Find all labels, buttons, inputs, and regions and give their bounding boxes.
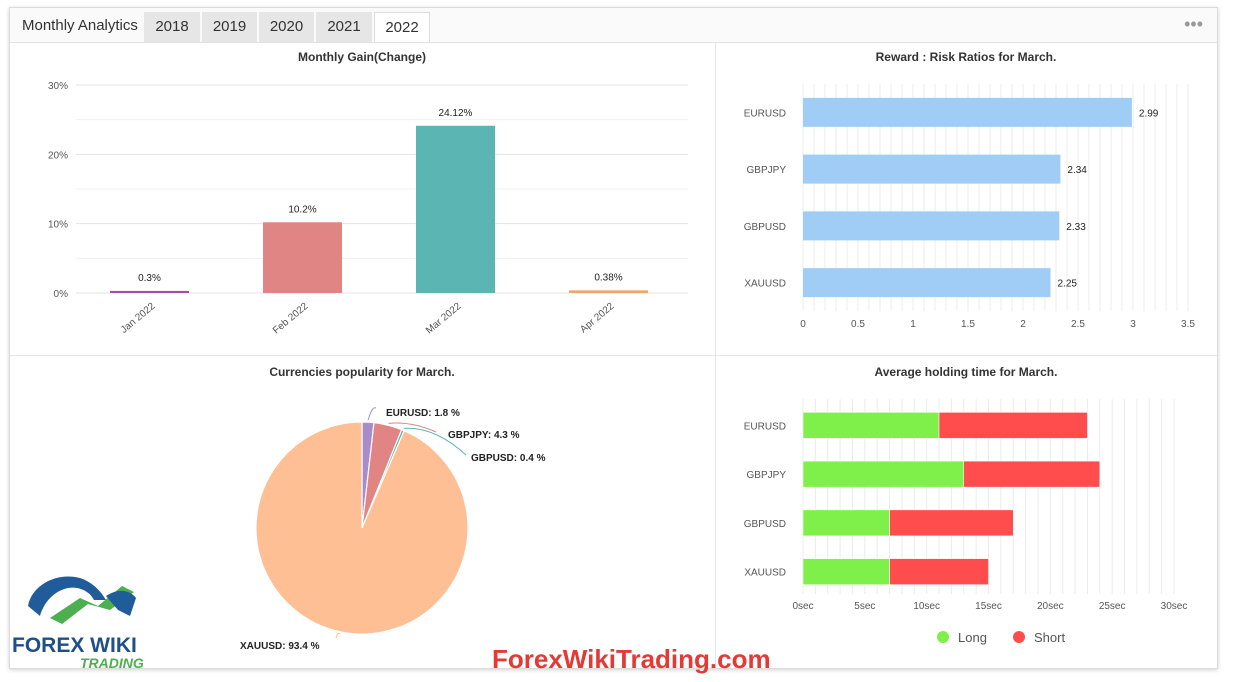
pie-slice-label: GBPUSD: 0.4 % — [471, 453, 546, 464]
panel-header: Monthly Analytics 2018 2019 2020 2021 20… — [10, 8, 1217, 43]
rr-bar — [803, 268, 1051, 298]
hold-bar-segment — [889, 558, 989, 585]
rr-xtick-label: 0.5 — [851, 319, 865, 330]
tab-2020[interactable]: 2020 — [259, 12, 314, 42]
rr-bar — [803, 97, 1132, 127]
gain-value-label: 10.2% — [288, 204, 316, 215]
rr-xtick-label: 3.5 — [1181, 319, 1195, 330]
rr-xtick-label: 1.5 — [961, 319, 975, 330]
pie-slice-label: GBPJPY: 4.3 % — [448, 430, 520, 441]
hold-legend-label: Long — [958, 630, 987, 645]
currencies-popularity-title: Currencies popularity for March. — [269, 365, 454, 379]
rr-value-label: 2.34 — [1067, 165, 1087, 176]
gain-value-label: 0.38% — [594, 272, 622, 283]
holding-time-title: Average holding time for March. — [875, 365, 1058, 379]
gain-value-label: 24.12% — [439, 108, 473, 119]
gain-ytick-label: 30% — [48, 81, 68, 92]
rr-xtick-label: 0 — [800, 319, 806, 330]
hold-xtick-label: 10sec — [913, 601, 940, 612]
rr-value-label: 2.33 — [1066, 222, 1086, 233]
hold-xtick-label: 20sec — [1037, 601, 1064, 612]
currencies-popularity-chart: Currencies popularity for March. EURUSD:… — [240, 365, 546, 652]
tab-2022[interactable]: 2022 — [374, 12, 430, 42]
hold-xtick-label: 15sec — [975, 601, 1002, 612]
rr-value-label: 2.25 — [1058, 279, 1078, 290]
rr-category-label: GBPJPY — [747, 165, 787, 176]
rr-bar — [803, 154, 1061, 184]
hold-category-label: GBPJPY — [747, 470, 787, 481]
logo-text-sub: TRADING — [80, 655, 144, 671]
hold-bar-segment — [938, 412, 1088, 439]
rr-category-label: EURUSD — [744, 108, 786, 119]
pie-connector — [388, 422, 437, 433]
gain-ytick-label: 10% — [48, 220, 68, 231]
rr-category-label: XAUUSD — [744, 279, 786, 290]
hold-category-label: EURUSD — [744, 421, 786, 432]
tab-2019[interactable]: 2019 — [202, 12, 257, 42]
reward-risk-title: Reward : Risk Ratios for March. — [876, 50, 1057, 64]
pie-slice-label: EURUSD: 1.8 % — [386, 408, 460, 419]
gain-bar — [569, 290, 648, 293]
hold-xtick-label: 0sec — [792, 601, 813, 612]
hold-xtick-label: 5sec — [854, 601, 875, 612]
tab-2021[interactable]: 2021 — [316, 12, 372, 42]
rr-xtick-label: 2 — [1020, 319, 1026, 330]
hold-bar-segment — [802, 558, 890, 585]
panel-title: Monthly Analytics — [22, 17, 138, 34]
hold-bar-segment — [889, 509, 1014, 537]
gain-xtick-label: Feb 2022 — [271, 301, 311, 337]
bull-head-shape — [106, 590, 136, 616]
forex-wiki-logo: FOREX WIKI TRADING — [12, 576, 144, 671]
pie-slice — [255, 421, 469, 635]
hold-bar-segment — [802, 460, 965, 488]
bear-bull-shape — [28, 576, 106, 616]
holding-time-chart: Average holding time for March. 0sec 5sec… — [744, 365, 1188, 645]
gain-value-label: 0.3% — [138, 273, 161, 284]
hold-legend-label: Short — [1034, 630, 1065, 645]
gain-xtick-label: Mar 2022 — [424, 301, 464, 337]
monthly-gain-title: Monthly Gain(Change) — [298, 50, 426, 64]
reward-risk-chart: Reward : Risk Ratios for March. 0 0.5 1 1.5… — [744, 50, 1196, 330]
logo-text-main: FOREX WIKI — [12, 634, 137, 657]
gain-xtick-label: Apr 2022 — [578, 301, 616, 336]
pie-connector — [403, 427, 467, 456]
monthly-gain-chart: Monthly Gain(Change) 30% 20% 10% 0% 0.3% Jan … — [48, 50, 688, 336]
pie-connector — [335, 632, 341, 639]
hold-category-label: GBPUSD — [744, 519, 786, 530]
hold-bar-segment — [963, 460, 1101, 488]
rr-xtick-label: 3 — [1130, 319, 1136, 330]
watermark-text: ForexWikiTrading.com — [492, 644, 771, 674]
rr-bar — [803, 211, 1060, 241]
gain-xtick-label: Jan 2022 — [119, 301, 158, 336]
gain-bar — [110, 290, 189, 293]
hold-category-label: XAUUSD — [744, 568, 786, 579]
hold-legend-marker — [937, 631, 949, 643]
gain-ytick-label: 20% — [48, 150, 68, 161]
gain-bar — [263, 222, 342, 293]
rr-xtick-label: 2.5 — [1071, 319, 1085, 330]
hold-bar-segment — [802, 509, 890, 537]
more-dots-icon[interactable]: ••• — [1184, 14, 1203, 34]
hold-bar-segment — [802, 412, 940, 439]
hold-xtick-label: 25sec — [1099, 601, 1126, 612]
horizontal-divider — [10, 355, 1217, 356]
tab-2018[interactable]: 2018 — [144, 12, 200, 42]
hold-xtick-label: 30sec — [1161, 601, 1188, 612]
gain-bar — [416, 125, 495, 293]
rr-category-label: GBPUSD — [744, 222, 786, 233]
pie-slice-label: XAUUSD: 93.4 % — [240, 641, 320, 652]
pie-connector — [367, 407, 377, 421]
rr-value-label: 2.99 — [1139, 108, 1159, 119]
gain-ytick-label: 0% — [54, 289, 69, 300]
rr-xtick-label: 1 — [910, 319, 916, 330]
hold-legend-marker — [1013, 631, 1025, 643]
